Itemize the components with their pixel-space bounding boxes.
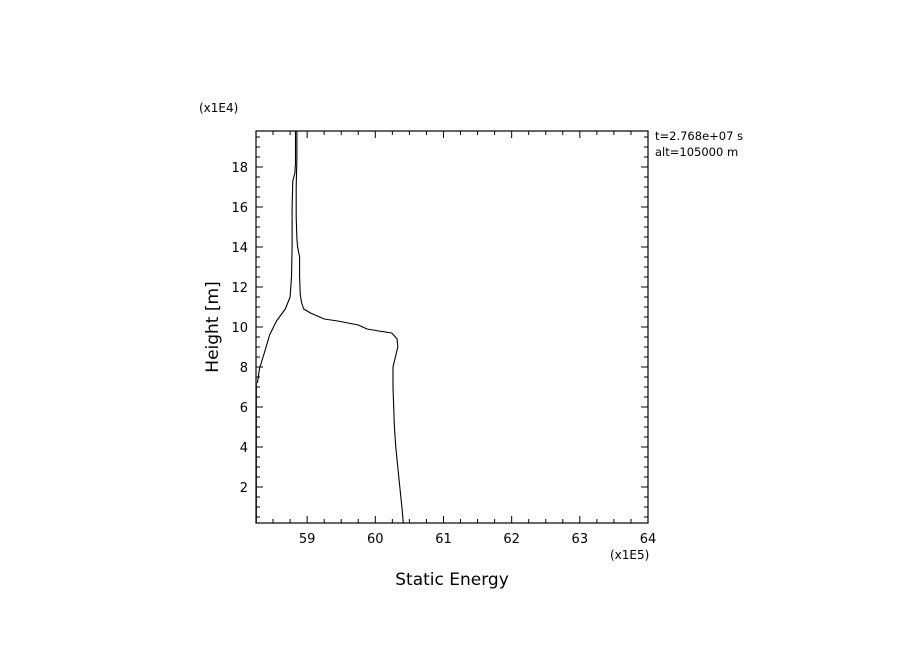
x-multiplier-label: (x1E5) [610, 548, 649, 562]
annotation-altitude: alt=105000 m [655, 145, 738, 159]
y-tick-label: 6 [240, 401, 248, 416]
plot-frame [255, 130, 649, 524]
y-tick-label: 10 [231, 321, 248, 336]
y-tick-label: 4 [240, 441, 248, 456]
tick-group: 59 60 61 62 63 64 2 4 6 8 10 12 14 16 18 [231, 131, 656, 547]
series-group [255, 131, 404, 524]
x-tick-label: 60 [367, 532, 384, 547]
x-tick-label: 63 [572, 532, 589, 547]
y-tick-label: 12 [231, 281, 248, 296]
y-axis-title: Height [m] [203, 281, 223, 372]
x-tick-label: 61 [435, 532, 452, 547]
x-tick-label: 59 [299, 532, 316, 547]
y-tick-label: 2 [240, 481, 248, 496]
x-axis-title: Static Energy [395, 570, 509, 590]
annotation-time: t=2.768e+07 s [655, 129, 743, 143]
y-tick-label: 8 [240, 361, 248, 376]
x-tick-label: 62 [503, 532, 520, 547]
y-tick-label: 16 [231, 201, 248, 216]
y-tick-label: 14 [231, 241, 248, 256]
y-tick-label: 18 [231, 161, 248, 176]
series-line-2 [295, 131, 404, 524]
series-line-1 [256, 131, 297, 384]
y-multiplier-label: (x1E4) [199, 101, 238, 115]
x-tick-label: 64 [640, 532, 657, 547]
